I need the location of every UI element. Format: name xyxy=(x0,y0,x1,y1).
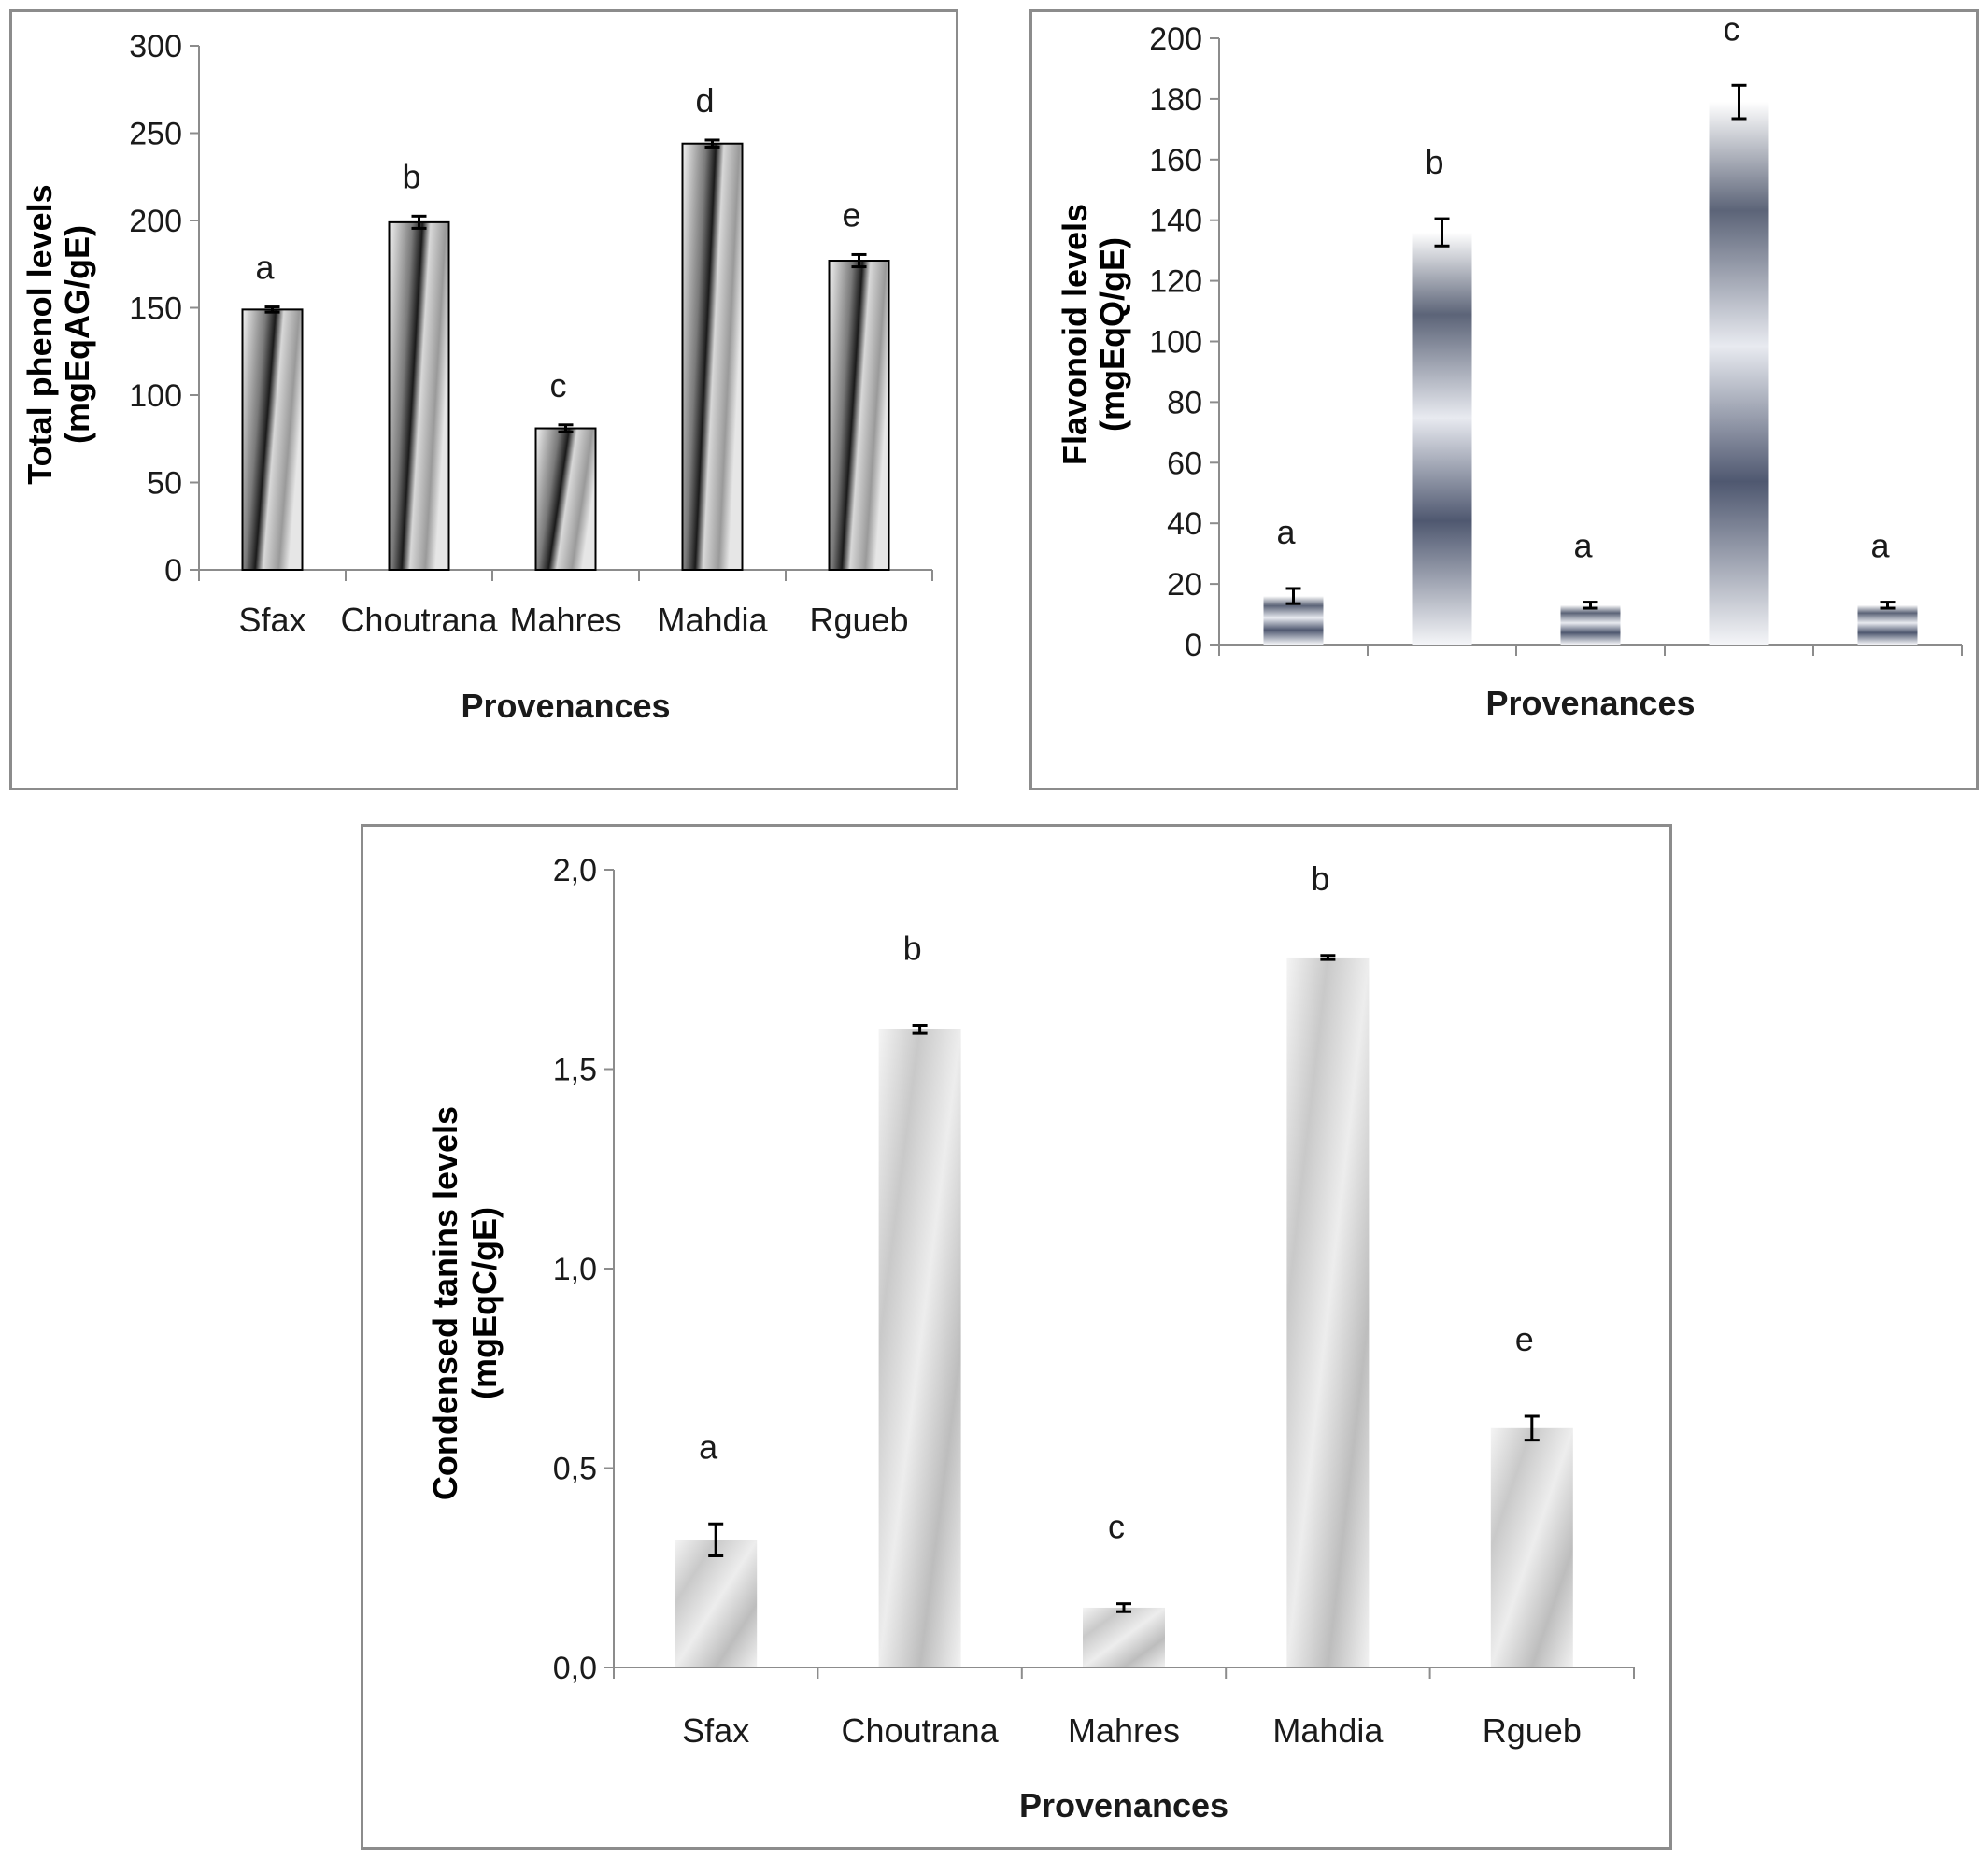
y-tick-label: 150 xyxy=(129,291,182,327)
y-tick-label: 100 xyxy=(129,378,182,414)
y-tick-label: 300 xyxy=(129,29,182,64)
significance-letter: a xyxy=(1573,527,1593,565)
y-tick-label: 2,0 xyxy=(553,853,597,888)
significance-letter: b xyxy=(1311,859,1329,898)
bar xyxy=(878,1029,961,1667)
x-tick-label: Mahdia xyxy=(1272,1711,1384,1750)
significance-letter: b xyxy=(402,157,420,195)
y-tick-label: 140 xyxy=(1149,204,1202,239)
y-tick-label: 0,5 xyxy=(553,1452,597,1487)
y-tick-label: 200 xyxy=(129,204,182,239)
bar xyxy=(388,220,450,571)
bar xyxy=(534,427,597,571)
x-tick-label: Mahres xyxy=(1068,1711,1180,1750)
y-tick-label: 0,0 xyxy=(553,1651,597,1686)
y-tick-label: 250 xyxy=(129,117,182,152)
x-tick-label: Mahres xyxy=(509,601,621,639)
x-tick-label: Rgueb xyxy=(1483,1711,1582,1750)
bar xyxy=(1857,604,1918,645)
x-axis-title: Provenances xyxy=(1019,1786,1228,1824)
chart-flavonoid: 0 20 40 60 80 100 120 140 160 180 200 a b a c a Flavonoi… xyxy=(1056,12,1963,722)
y-tick-label: 50 xyxy=(147,466,182,502)
y-tick-label: 120 xyxy=(1149,264,1202,300)
significance-letter: d xyxy=(695,81,714,120)
y-axis-title: Condensed tanins levels xyxy=(426,1106,464,1500)
y-tick-label: 80 xyxy=(1167,385,1202,420)
bar xyxy=(828,260,890,571)
x-tick-label: Choutrana xyxy=(340,601,498,639)
y-tick-label: 20 xyxy=(1167,567,1202,603)
significance-letter: e xyxy=(1515,1320,1534,1358)
x-axis-title: Provenances xyxy=(461,687,670,725)
significance-letter: a xyxy=(1870,527,1890,565)
y-tick-label: 100 xyxy=(1149,325,1202,361)
y-axis-title: (mgEqAG/gE) xyxy=(58,225,96,444)
significance-letter: a xyxy=(699,1427,718,1466)
y-tick-label: 180 xyxy=(1149,82,1202,118)
x-tick-label: Rgueb xyxy=(809,601,908,639)
chart-total-phenol: 0 50 100 150 200 250 300 a Sfax b Choutrana c Mahres… xyxy=(21,29,933,725)
x-tick-label: Sfax xyxy=(682,1711,749,1750)
chart-panel-total-phenol: 0 50 100 150 200 250 300 a Sfax b Choutrana c Mahres… xyxy=(9,9,958,790)
significance-letter: c xyxy=(1724,12,1740,48)
chart-condensed-tanins: 0,0 0,5 1,0 1,5 2,0 a Sfax b Choutrana c Mahres b Ma… xyxy=(426,853,1635,1824)
y-tick-label: 1,5 xyxy=(553,1053,597,1088)
y-axis-title: (mgEqQ/gE) xyxy=(1093,237,1131,432)
y-tick-label: 60 xyxy=(1167,446,1202,481)
bar xyxy=(1286,957,1370,1667)
chart-panel-flavonoid: 0 20 40 60 80 100 120 140 160 180 200 a b a c a Flavonoi… xyxy=(1030,9,1979,790)
y-axis-title: Flavonoid levels xyxy=(1056,204,1094,465)
significance-letter: a xyxy=(1276,513,1296,551)
y-axis-title: Total phenol levels xyxy=(21,184,59,484)
significance-letter: c xyxy=(550,366,567,404)
bar xyxy=(1083,1607,1165,1667)
bar xyxy=(1709,102,1769,645)
chart-panel-condensed-tanins: 0,0 0,5 1,0 1,5 2,0 a Sfax b Choutrana c Mahres b Ma… xyxy=(361,824,1672,1850)
significance-letter: b xyxy=(1425,143,1443,181)
bar xyxy=(1560,604,1621,645)
y-tick-label: 0 xyxy=(1185,628,1202,663)
y-tick-label: 1,0 xyxy=(553,1252,597,1287)
x-tick-label: Sfax xyxy=(238,601,305,639)
significance-letter: b xyxy=(903,930,922,968)
bar xyxy=(241,308,304,571)
y-tick-label: 160 xyxy=(1149,143,1202,178)
significance-letter: c xyxy=(1108,1508,1125,1546)
bar xyxy=(1412,232,1472,645)
bar xyxy=(674,1540,758,1667)
y-tick-label: 200 xyxy=(1149,21,1202,57)
x-axis-title: Provenances xyxy=(1485,684,1695,722)
y-tick-label: 0 xyxy=(164,553,182,589)
significance-letter: e xyxy=(842,195,860,234)
x-tick-label: Choutrana xyxy=(842,1711,1000,1750)
significance-letter: a xyxy=(255,248,275,287)
x-tick-label: Mahdia xyxy=(657,601,768,639)
bar xyxy=(681,142,744,571)
y-tick-label: 40 xyxy=(1167,506,1202,542)
y-axis-title: (mgEqC/gE) xyxy=(465,1207,504,1399)
bar xyxy=(1490,1427,1573,1667)
